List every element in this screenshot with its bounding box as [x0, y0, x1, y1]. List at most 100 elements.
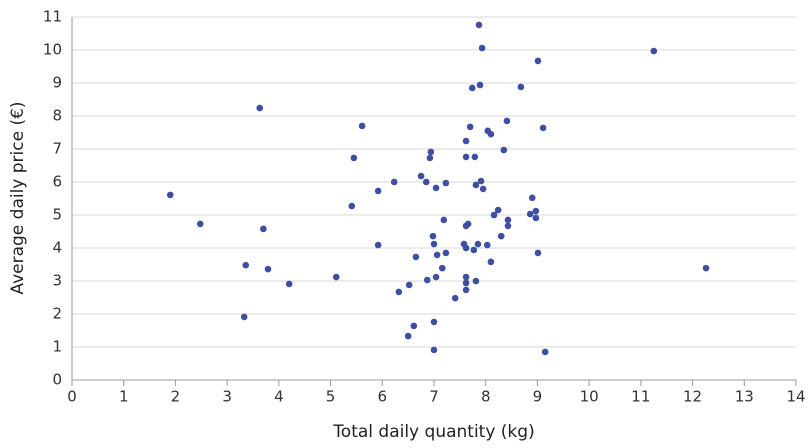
y-axis-title: Average daily price (€): [8, 101, 28, 294]
point: [374, 241, 382, 249]
point: [395, 288, 403, 296]
point: [426, 154, 434, 162]
x-tick-label: 13: [735, 388, 754, 406]
point: [477, 177, 485, 185]
x-tick-label: 10: [580, 388, 599, 406]
point: [442, 179, 450, 187]
x-tick-label: 11: [631, 388, 650, 406]
point: [504, 222, 512, 230]
point: [532, 207, 540, 215]
point: [350, 154, 358, 162]
point: [474, 240, 482, 248]
y-tick-label: 5: [52, 206, 62, 224]
point: [332, 273, 340, 281]
point: [526, 210, 534, 218]
x-tick-label: 3: [222, 388, 232, 406]
point: [432, 184, 440, 192]
point: [504, 216, 512, 224]
point: [374, 187, 382, 195]
point: [462, 279, 470, 287]
point: [260, 225, 267, 233]
point: [462, 273, 470, 281]
point: [470, 246, 478, 254]
point: [422, 178, 430, 186]
point: [500, 146, 508, 154]
point: [438, 264, 446, 272]
point: [442, 249, 450, 257]
point: [497, 232, 505, 240]
y-tick-label: 3: [52, 272, 62, 290]
point: [451, 294, 459, 302]
point: [466, 123, 474, 131]
point: [264, 265, 272, 273]
point: [285, 280, 293, 288]
point: [404, 332, 412, 340]
point: [348, 202, 356, 210]
y-tick-label: 0: [52, 371, 62, 389]
point: [702, 264, 710, 272]
y-tick-label: 8: [52, 107, 62, 125]
y-tick-label: 1: [52, 338, 62, 356]
point: [517, 83, 525, 91]
point: [390, 178, 398, 186]
y-tick-label: 9: [52, 74, 62, 92]
point: [358, 122, 366, 130]
point: [532, 214, 540, 222]
y-tick-label: 4: [52, 239, 62, 257]
point: [487, 258, 495, 266]
point: [468, 84, 476, 92]
point: [430, 240, 438, 248]
point: [471, 153, 479, 161]
point: [432, 273, 440, 281]
point: [476, 81, 484, 89]
point: [478, 44, 486, 52]
point: [534, 57, 542, 65]
point: [410, 322, 418, 330]
point: [650, 47, 658, 55]
x-tick-label: 5: [326, 388, 336, 406]
x-tick-label: 14: [786, 388, 805, 406]
point: [472, 181, 480, 189]
point: [541, 348, 549, 356]
point: [412, 253, 420, 261]
point: [462, 244, 470, 252]
x-tick-label: 7: [429, 388, 439, 406]
point: [423, 276, 431, 284]
point: [433, 251, 441, 259]
point: [430, 318, 438, 326]
y-tick-label: 6: [52, 173, 62, 191]
x-tick-label: 12: [683, 388, 702, 406]
y-tick-label: 2: [52, 305, 62, 323]
point: [464, 220, 472, 228]
x-tick-label: 2: [171, 388, 181, 406]
point: [483, 241, 491, 249]
point: [256, 104, 264, 112]
point: [462, 137, 470, 145]
point: [534, 249, 542, 257]
point: [405, 281, 413, 289]
point: [196, 220, 204, 228]
point: [472, 277, 480, 285]
point: [427, 148, 435, 156]
x-tick-label: 4: [274, 388, 284, 406]
point: [166, 191, 174, 199]
y-tick-label: 11: [43, 8, 62, 26]
x-tick-label: 0: [67, 388, 77, 406]
point: [539, 124, 547, 132]
x-tick-label: 1: [119, 388, 129, 406]
x-axis-title: Total daily quantity (kg): [332, 422, 534, 442]
y-tick-label: 7: [52, 140, 62, 158]
point: [487, 130, 495, 138]
x-tick-label: 6: [378, 388, 388, 406]
point: [430, 346, 438, 354]
point: [462, 286, 470, 294]
point: [242, 261, 250, 269]
point: [429, 232, 437, 240]
point: [475, 21, 483, 29]
point: [490, 211, 498, 219]
y-tick-label: 10: [43, 41, 62, 59]
x-tick-label: 9: [533, 388, 543, 406]
point: [494, 206, 502, 214]
point: [417, 172, 425, 180]
